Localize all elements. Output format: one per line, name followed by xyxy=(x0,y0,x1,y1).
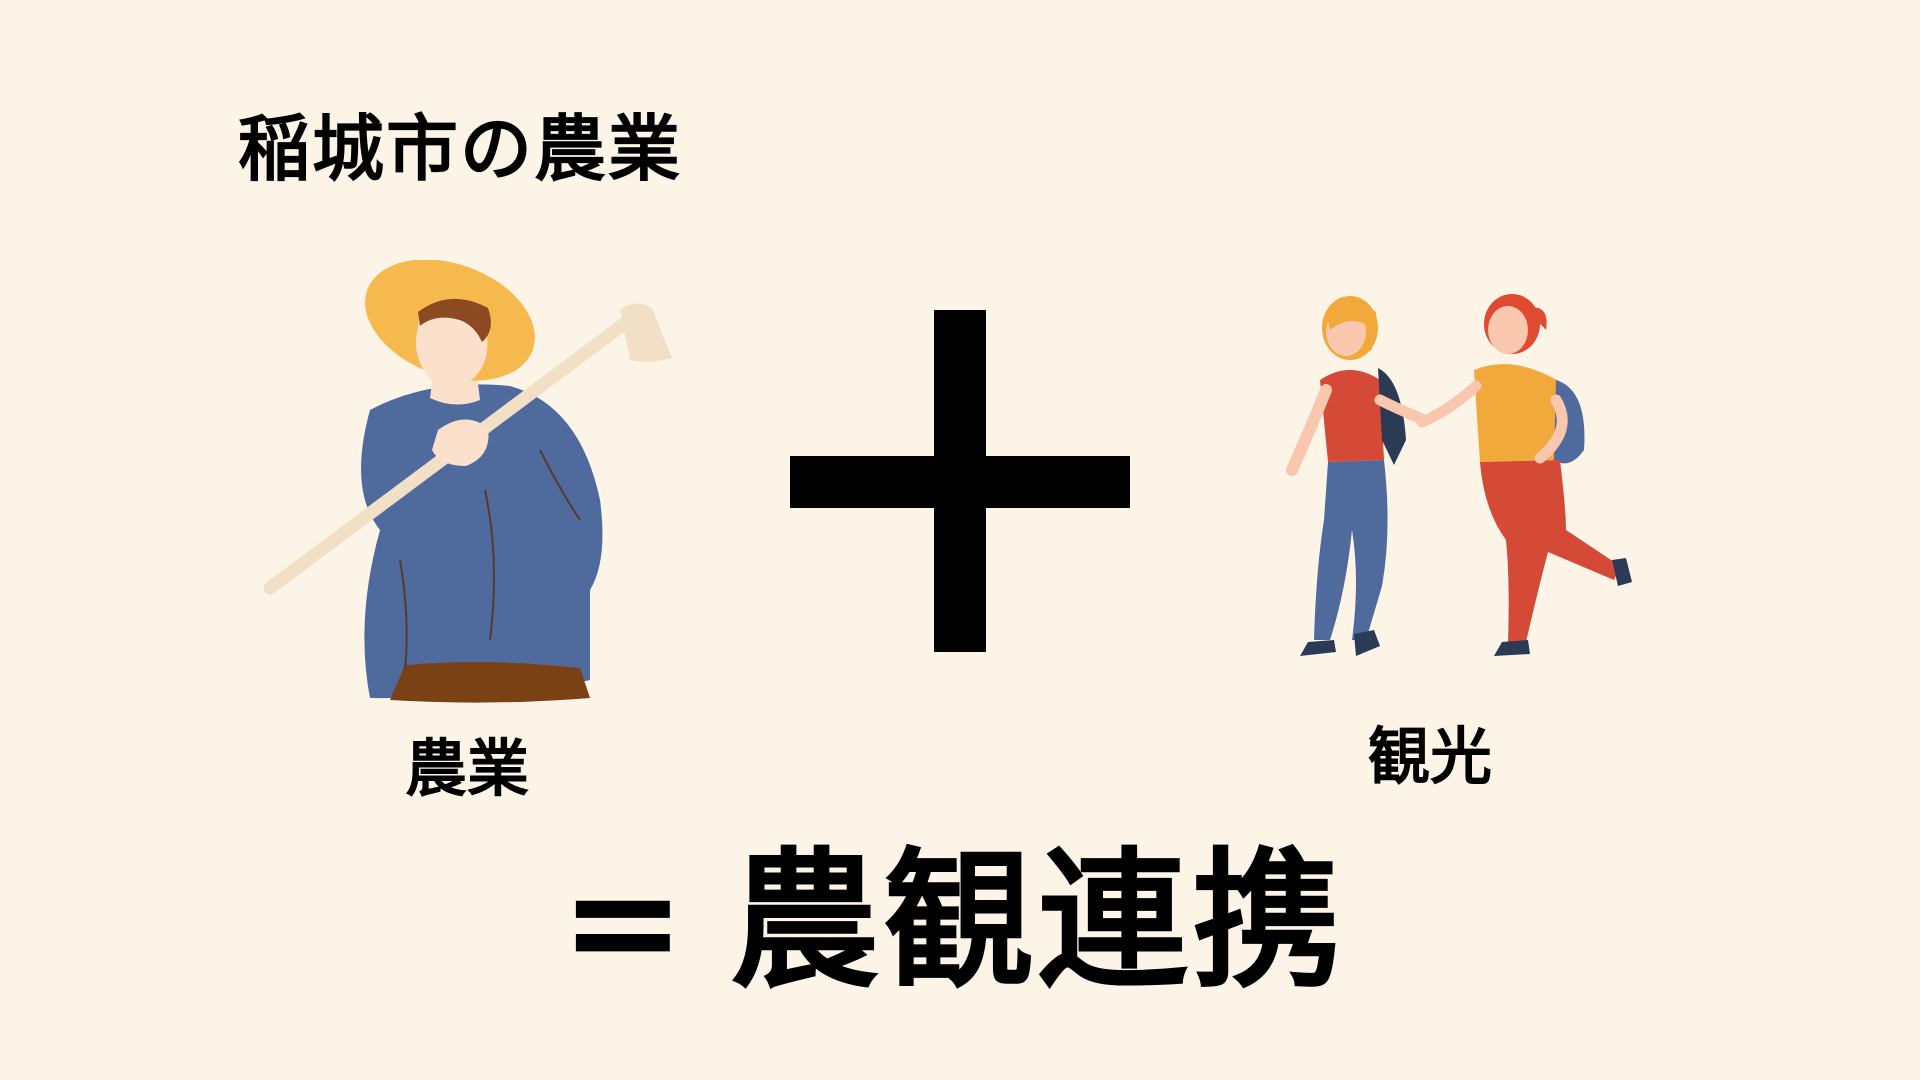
farmer-with-hoe-icon xyxy=(263,259,672,703)
walking-tourists-icon xyxy=(1286,294,1632,656)
page-title: 稲城市の農業 xyxy=(238,107,683,191)
tourists-illustration xyxy=(1270,290,1670,710)
plus-vertical-bar xyxy=(934,310,986,652)
result-text: 農観連携 xyxy=(729,835,1346,1009)
plus-icon xyxy=(790,310,1130,652)
farmer-label: 農業 xyxy=(405,732,530,805)
farmer-illustration xyxy=(260,259,690,710)
tourism-label: 観光 xyxy=(1368,720,1493,793)
result-formula: = 農観連携 xyxy=(560,800,1346,1017)
equals-sign: = xyxy=(560,835,690,1009)
